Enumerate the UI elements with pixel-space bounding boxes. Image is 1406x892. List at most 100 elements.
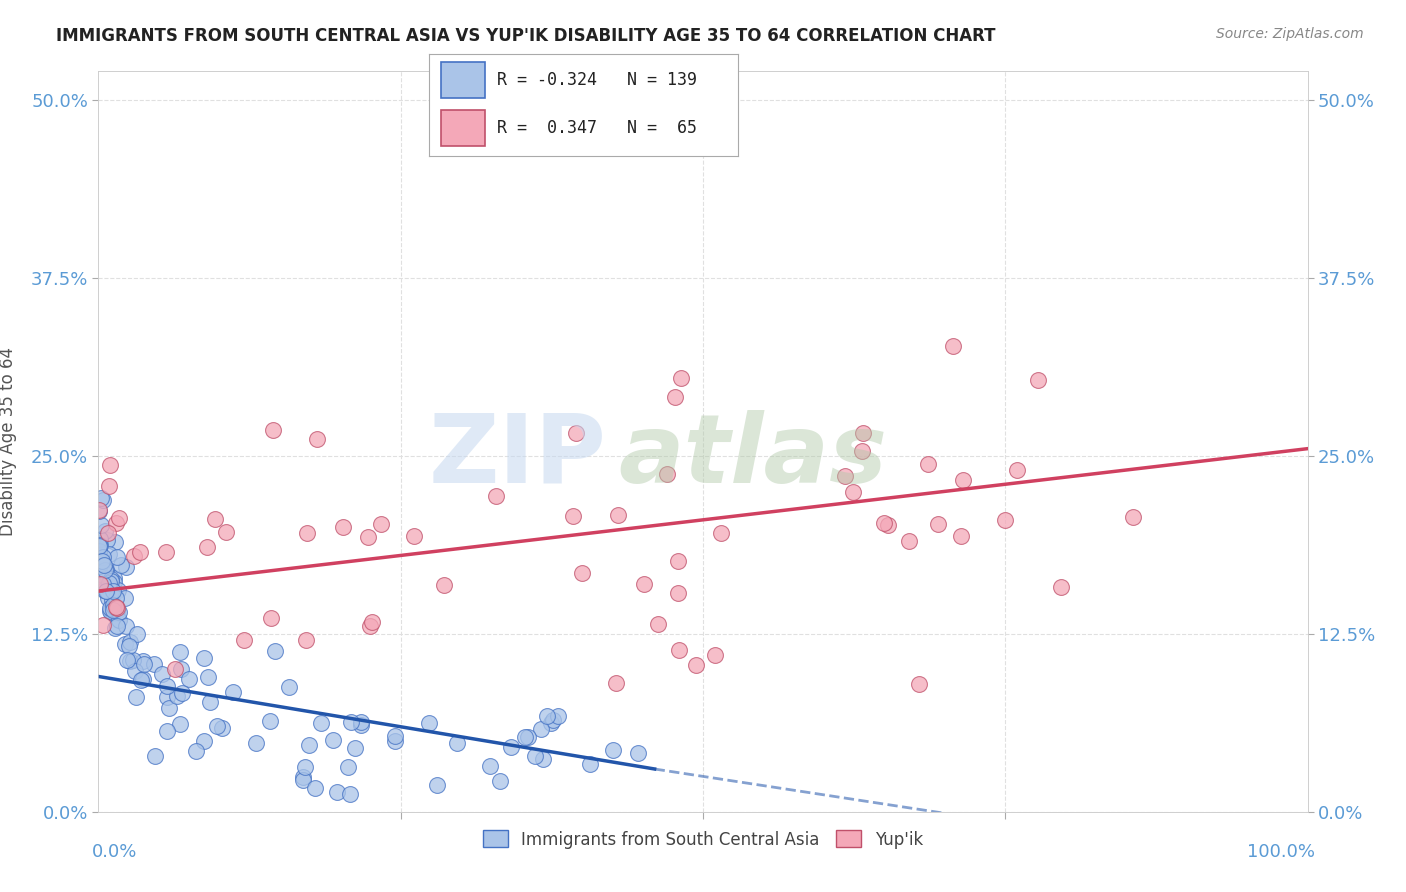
Point <box>89 532 111 546</box>
Point <box>851 444 873 458</box>
Point <box>193 651 215 665</box>
Point <box>204 512 226 526</box>
Point <box>93 558 115 572</box>
Point <box>336 759 359 773</box>
Point <box>169 717 191 731</box>
Point <box>565 426 588 441</box>
Point <box>193 733 215 747</box>
Point <box>165 662 187 676</box>
Point <box>357 530 380 544</box>
Point <box>104 621 127 635</box>
Point <box>530 722 553 736</box>
Point <box>536 708 558 723</box>
Point <box>177 672 200 686</box>
Point <box>517 731 540 745</box>
Point <box>97 577 120 591</box>
Point <box>87 538 110 552</box>
Point <box>87 503 110 517</box>
Point <box>100 600 122 615</box>
Point <box>898 533 921 548</box>
Point <box>908 677 931 691</box>
Point <box>647 617 669 632</box>
Point <box>89 538 111 552</box>
Point <box>129 673 152 688</box>
Point <box>834 469 856 483</box>
Point <box>94 524 117 538</box>
Point <box>90 551 112 566</box>
Point <box>90 561 112 575</box>
Point <box>515 730 537 744</box>
Point <box>524 749 547 764</box>
Point <box>156 679 179 693</box>
Point <box>89 539 111 553</box>
Point <box>277 681 299 695</box>
Point <box>101 606 124 620</box>
Point <box>156 690 179 705</box>
Point <box>97 591 120 606</box>
Point <box>685 658 707 673</box>
Point <box>877 518 900 533</box>
Text: atlas: atlas <box>619 409 887 503</box>
Point <box>125 627 148 641</box>
Point <box>339 788 361 802</box>
Point <box>1007 463 1029 477</box>
Point <box>426 778 449 792</box>
Point <box>100 572 122 586</box>
Point <box>655 467 678 481</box>
Point <box>942 339 965 353</box>
Point <box>259 714 281 729</box>
FancyBboxPatch shape <box>441 110 485 145</box>
Point <box>402 529 425 543</box>
Point <box>322 733 344 747</box>
Point <box>131 672 153 686</box>
Point <box>1028 373 1050 387</box>
Point <box>90 518 112 533</box>
Point <box>184 744 207 758</box>
Point <box>91 618 114 632</box>
Point <box>98 575 121 590</box>
Point <box>90 556 112 570</box>
Point <box>90 574 112 589</box>
Point <box>96 584 118 599</box>
Point <box>262 423 284 437</box>
Point <box>103 575 125 590</box>
Point <box>107 605 129 619</box>
Text: IMMIGRANTS FROM SOUTH CENTRAL ASIA VS YUP'IK DISABILITY AGE 35 TO 64 CORRELATION: IMMIGRANTS FROM SOUTH CENTRAL ASIA VS YU… <box>56 27 995 45</box>
Point <box>350 718 373 732</box>
Point <box>93 567 115 582</box>
Point <box>605 676 627 690</box>
Point <box>155 545 177 559</box>
Point <box>134 657 156 671</box>
Point <box>221 684 243 698</box>
Point <box>142 657 165 671</box>
FancyBboxPatch shape <box>441 62 485 97</box>
Point <box>104 591 127 606</box>
Point <box>122 652 145 666</box>
Point <box>115 560 138 574</box>
Point <box>304 780 326 795</box>
Point <box>94 576 117 591</box>
Point <box>704 648 727 662</box>
Point <box>627 746 650 760</box>
Text: 100.0%: 100.0% <box>1247 843 1315 861</box>
Point <box>994 513 1017 527</box>
Point <box>499 740 522 755</box>
Point <box>118 635 141 649</box>
Point <box>359 619 381 633</box>
Point <box>118 639 141 653</box>
Point <box>156 723 179 738</box>
Point <box>292 773 315 788</box>
Point <box>114 591 136 605</box>
Point <box>103 598 125 612</box>
Point <box>195 540 218 554</box>
Point <box>666 554 689 568</box>
Point <box>107 583 129 598</box>
Point <box>97 547 120 561</box>
Point <box>100 574 122 588</box>
Point <box>101 598 124 612</box>
Text: ZIP: ZIP <box>429 409 606 503</box>
Point <box>291 770 314 784</box>
Point <box>295 525 318 540</box>
Point <box>90 491 112 506</box>
Point <box>157 700 180 714</box>
